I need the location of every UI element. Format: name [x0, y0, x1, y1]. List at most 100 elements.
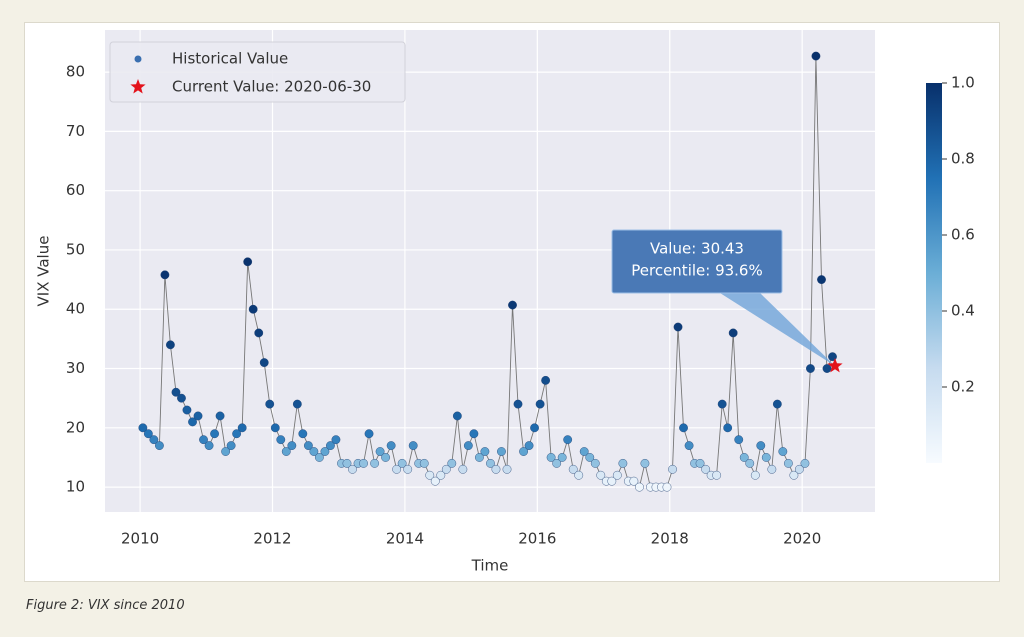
point	[552, 458, 562, 468]
point	[160, 270, 170, 280]
point	[276, 435, 286, 445]
point	[723, 423, 733, 433]
point	[143, 429, 153, 439]
point	[524, 441, 534, 450]
point	[783, 458, 793, 468]
point	[673, 322, 683, 332]
point	[535, 399, 545, 409]
point	[772, 399, 782, 409]
point	[717, 399, 727, 409]
x-axis-label: Time	[471, 557, 509, 575]
point	[557, 453, 567, 462]
colorbar-tick-label: 0.6	[951, 226, 975, 244]
point	[607, 476, 617, 486]
point	[590, 458, 600, 468]
point	[392, 464, 402, 474]
point	[331, 435, 341, 445]
point	[508, 300, 517, 310]
point	[828, 352, 837, 362]
y-tick-label: 80	[66, 63, 85, 81]
point	[458, 464, 468, 474]
point	[684, 441, 694, 450]
point	[475, 453, 484, 462]
colorbar-tick-label: 1.0	[951, 74, 975, 92]
point	[370, 458, 379, 468]
point	[265, 399, 275, 409]
colorbar	[926, 83, 942, 463]
y-tick-label: 70	[66, 122, 85, 140]
point	[679, 423, 688, 433]
point	[408, 441, 418, 450]
point	[568, 464, 578, 474]
point	[800, 458, 810, 468]
point	[314, 453, 324, 462]
point	[138, 423, 148, 433]
legend	[109, 41, 406, 103]
point	[563, 435, 573, 445]
x-tick-label: 2010	[121, 530, 159, 548]
point	[359, 458, 368, 468]
annotation-box	[611, 229, 783, 294]
point	[635, 482, 644, 492]
point	[480, 447, 490, 456]
point	[502, 464, 512, 474]
point	[629, 476, 639, 486]
point	[546, 453, 556, 462]
point	[226, 441, 236, 450]
colorbar-tick-label: 0.4	[951, 302, 975, 320]
point	[519, 447, 528, 456]
point	[574, 470, 584, 480]
point	[166, 340, 175, 350]
legend-label: Current Value: 2020-06-30	[172, 78, 371, 96]
point	[695, 458, 705, 468]
point	[497, 447, 506, 456]
point	[541, 375, 551, 385]
x-tick-label: 2014	[386, 530, 424, 548]
x-tick-label: 2020	[783, 530, 821, 548]
point	[491, 464, 501, 474]
point	[778, 447, 788, 456]
point	[281, 447, 291, 456]
point	[375, 447, 385, 456]
annotation-text: Value: 30.43	[650, 240, 744, 258]
point	[403, 464, 413, 474]
point	[182, 405, 192, 415]
x-tick-label: 2018	[651, 530, 689, 548]
point	[612, 470, 622, 480]
point	[149, 435, 159, 445]
point	[739, 453, 749, 462]
point	[734, 435, 744, 445]
point	[447, 458, 457, 468]
point	[618, 458, 628, 468]
caption: Figure 2: VIX since 2010	[26, 598, 185, 613]
point	[292, 399, 302, 409]
point	[767, 464, 777, 474]
y-tick-label: 20	[66, 418, 85, 436]
point	[221, 447, 231, 456]
point	[326, 441, 335, 450]
point	[441, 464, 451, 474]
point	[463, 441, 473, 450]
y-tick-label: 30	[66, 359, 85, 377]
current-point	[827, 358, 843, 373]
point	[155, 441, 164, 450]
point	[452, 411, 462, 421]
point	[210, 429, 219, 439]
point	[177, 393, 186, 403]
point	[585, 453, 595, 462]
point	[287, 441, 297, 450]
point	[745, 458, 755, 468]
point	[596, 470, 606, 480]
point	[750, 470, 760, 480]
point	[728, 328, 738, 338]
point	[430, 476, 440, 486]
legend-marker	[130, 79, 146, 94]
point	[794, 464, 804, 474]
point	[248, 304, 258, 314]
point	[822, 364, 832, 373]
point	[199, 435, 208, 445]
point	[204, 441, 214, 450]
point	[320, 447, 330, 456]
point	[298, 429, 308, 439]
